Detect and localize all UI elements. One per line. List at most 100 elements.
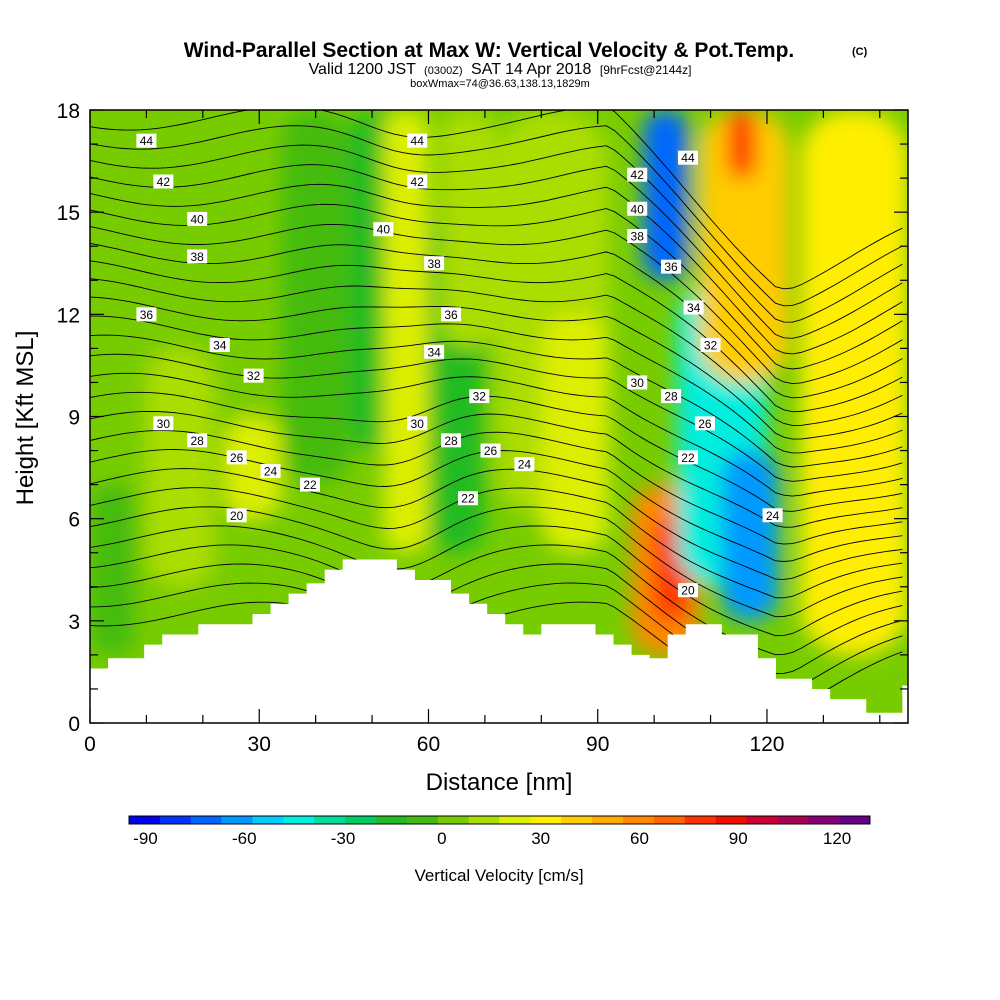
- y-tick-label: 9: [68, 407, 80, 430]
- contour-label-text: 40: [191, 212, 205, 226]
- theta-contour-line: [90, 430, 903, 545]
- theta-contour-line: [90, 125, 903, 307]
- velocity-cell: [727, 110, 756, 179]
- colorbar-swatch: [653, 816, 686, 824]
- theta-contours: [90, 110, 903, 712]
- y-tick-label: 3: [68, 611, 80, 634]
- chart-title: Wind-Parallel Section at Max W: Vertical…: [184, 39, 795, 62]
- contour-label: 28: [661, 389, 682, 404]
- contour-label-text: 34: [427, 345, 441, 359]
- theta-contour-line: [90, 487, 903, 599]
- contour-label: 42: [627, 167, 648, 182]
- x-tick-label: 0: [84, 733, 96, 756]
- contour-label-text: 42: [411, 175, 425, 189]
- contour-label-text: 20: [230, 509, 244, 523]
- contour-label-text: 42: [631, 168, 645, 182]
- contour-label: 22: [677, 450, 698, 465]
- copyright-mark: (C): [852, 46, 868, 58]
- contour-label: 28: [187, 433, 208, 448]
- velocity-cell: [699, 110, 790, 383]
- contour-label-text: 26: [230, 451, 244, 465]
- contour-label: 26: [480, 443, 501, 458]
- contour-label-text: 32: [473, 390, 487, 404]
- contour-label: 24: [762, 508, 783, 523]
- contour-label: 42: [407, 174, 428, 189]
- y-axis-label: Height [Kft MSL]: [12, 331, 39, 506]
- colorbar-swatch: [406, 816, 439, 824]
- colorbar-swatch: [746, 816, 778, 824]
- colorbar-swatch: [592, 816, 624, 824]
- contour-label-text: 28: [191, 434, 205, 448]
- theta-contour-line: [90, 223, 903, 385]
- contour-label-text: 30: [631, 376, 645, 390]
- valid-date: SAT 14 Apr 2018: [471, 61, 591, 78]
- theta-contour-line: [90, 506, 903, 618]
- contour-label-text: 36: [444, 308, 458, 322]
- contour-label-text: 36: [140, 308, 154, 322]
- x-axis-label: Distance [nm]: [426, 769, 573, 796]
- contour-label: 30: [153, 416, 174, 431]
- contour-label: 22: [457, 491, 478, 506]
- colorbar-swatch: [129, 816, 161, 824]
- y-tick-label: 15: [57, 202, 80, 225]
- contour-label-text: 26: [698, 417, 712, 431]
- contour-label-text: 24: [518, 458, 532, 472]
- contour-label: 32: [700, 337, 721, 352]
- contour-label-text: 24: [264, 464, 278, 478]
- theta-contour-line: [90, 243, 903, 399]
- plot-area: 44 42 40 38 36 34 32 30 28 26 24 22 20 44 42 40 38 36 34 32…: [90, 110, 908, 723]
- theta-contour-line: [90, 391, 903, 512]
- contour-label: 38: [424, 256, 445, 271]
- contour-label: 34: [683, 300, 704, 315]
- velocity-cell: [90, 484, 136, 655]
- contour-label: 36: [661, 259, 682, 274]
- contour-label-text: 24: [766, 509, 780, 523]
- colorbar-swatch: [777, 816, 809, 824]
- contour-label: 20: [226, 508, 247, 523]
- contour-label-text: 38: [631, 230, 645, 244]
- x-tick-label: 60: [417, 733, 440, 756]
- theta-contour-line: [90, 525, 903, 637]
- contour-label: 38: [187, 249, 208, 264]
- colorbar-swatch: [159, 816, 192, 824]
- contour-label-text: 34: [687, 301, 701, 315]
- colorbar-tick-label: 90: [729, 829, 748, 848]
- colorbar-swatch: [437, 816, 469, 824]
- colorbar-swatch: [345, 816, 377, 824]
- contour-label-text: 22: [303, 478, 317, 492]
- colorbar-tick-label: 0: [437, 829, 446, 848]
- colorbar-swatch: [314, 816, 346, 824]
- theta-contour-line: [90, 203, 903, 370]
- velocity-cell: [642, 110, 688, 281]
- theta-contour-line: [90, 278, 903, 426]
- x-axis: 0 30 60 90 120: [84, 110, 881, 756]
- contour-label-text: 22: [681, 451, 695, 465]
- contour-label-text: 20: [681, 584, 695, 598]
- contour-label-text: 32: [704, 338, 718, 352]
- theta-contour-line: [90, 183, 903, 355]
- contour-label: 34: [209, 337, 230, 352]
- contour-label: 24: [514, 457, 535, 472]
- velocity-cell: [541, 314, 610, 553]
- colorbar-tick-label: -30: [331, 829, 356, 848]
- colorbar-tick-label: -90: [133, 829, 158, 848]
- contour-label-text: 44: [681, 151, 695, 165]
- colorbar-label: Vertical Velocity [cm/s]: [414, 866, 583, 885]
- colorbar-tick-label: 120: [823, 829, 851, 848]
- contour-label-text: 30: [157, 417, 171, 431]
- colorbar-swatch: [808, 816, 840, 824]
- contour-label: 34: [424, 344, 445, 359]
- colorbar-swatch: [252, 816, 284, 824]
- colorbar-swatch: [283, 816, 315, 824]
- valid-prefix: Valid 1200 JST: [309, 61, 417, 78]
- contour-label: 22: [300, 477, 321, 492]
- theta-contour-line: [90, 110, 903, 290]
- colorbar-swatch: [715, 816, 747, 824]
- contour-label: 40: [627, 201, 648, 216]
- valid-utc: (0300Z): [424, 65, 463, 77]
- contour-label: 36: [441, 307, 462, 322]
- theta-contour-line: [90, 544, 903, 656]
- contour-label: 30: [627, 375, 648, 390]
